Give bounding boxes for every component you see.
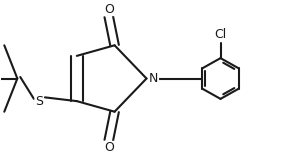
Text: O: O: [104, 3, 114, 16]
Text: N: N: [149, 72, 159, 85]
Text: Cl: Cl: [214, 28, 226, 41]
Text: S: S: [35, 95, 43, 108]
Text: O: O: [104, 141, 114, 154]
